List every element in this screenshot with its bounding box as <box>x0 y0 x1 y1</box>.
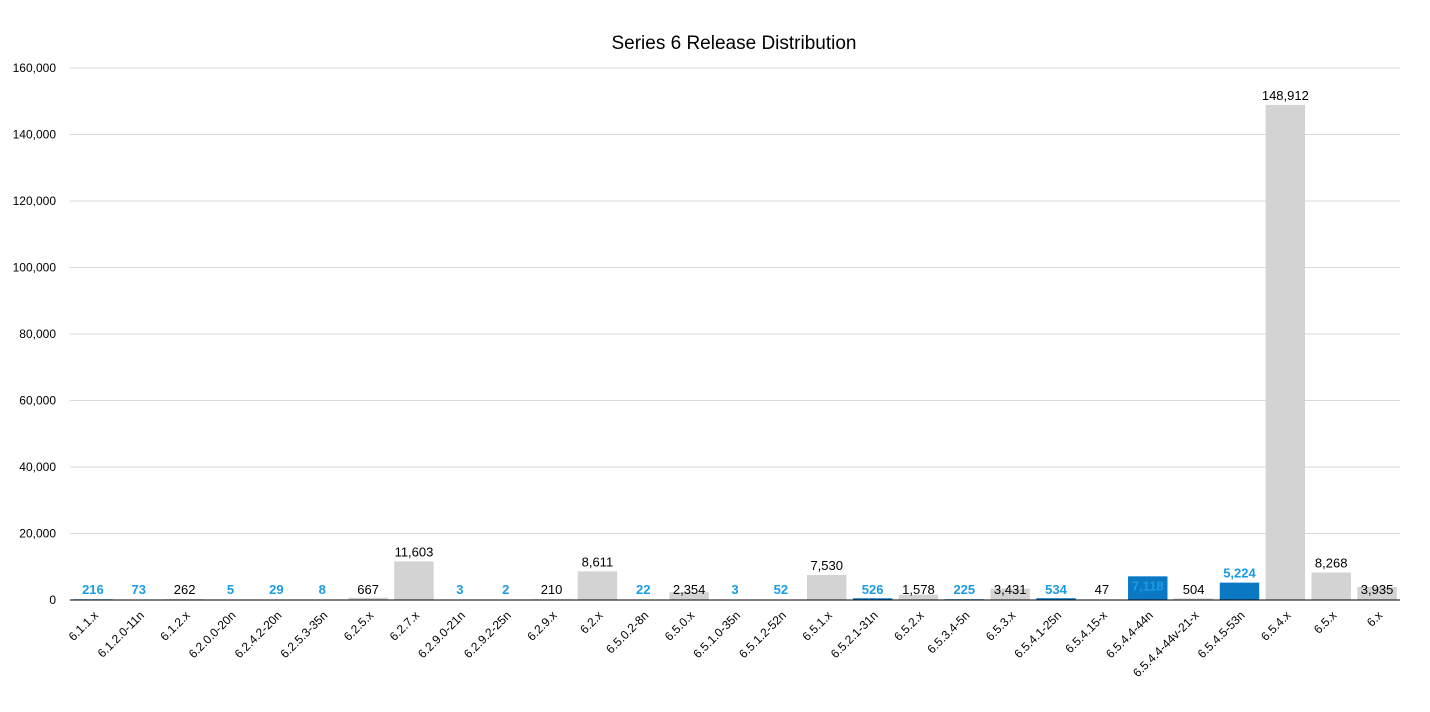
bar <box>807 574 847 600</box>
bar <box>990 588 1030 600</box>
x-tick-label: 6.5.2.x <box>891 608 926 643</box>
x-tick-label: 6.1.2.0-11n <box>95 608 147 660</box>
data-label: 8 <box>319 582 326 597</box>
bar <box>1173 598 1214 600</box>
gridlines <box>70 67 1400 534</box>
bar <box>852 598 893 600</box>
bar <box>898 594 939 600</box>
x-tick-label: 6.5.0.x <box>662 608 697 643</box>
bars <box>73 104 1397 600</box>
data-label: 7,530 <box>810 558 843 573</box>
x-tick-label: 6.2.9.0-21n <box>415 608 468 661</box>
y-axis-ticks: 0 20,000 40,000 60,000 80,000 100,000 120,000 1… <box>13 61 57 607</box>
bar <box>394 561 434 600</box>
data-label: 3,935 <box>1361 582 1394 597</box>
y-tick-label: 20,000 <box>19 527 56 541</box>
bar <box>1036 598 1076 600</box>
y-tick-label: 160,000 <box>13 61 57 75</box>
data-label: 8,268 <box>1315 556 1348 571</box>
data-label: 52 <box>774 582 788 597</box>
x-tick-label: 6.5.4.1-25n <box>1011 608 1064 661</box>
x-tick-label: 6.x <box>1364 608 1385 629</box>
y-tick-label: 80,000 <box>19 327 56 341</box>
data-label: 29 <box>269 582 283 597</box>
chart-title: Series 6 Release Distribution <box>611 33 856 54</box>
data-label: 225 <box>953 582 975 597</box>
x-tick-label: 6.2.7.x <box>387 608 422 643</box>
data-label: 8,611 <box>582 554 614 569</box>
data-label: 3 <box>731 582 738 597</box>
bar <box>1128 576 1168 600</box>
x-tick-label: 6.5.1.2-52n <box>736 608 789 661</box>
data-label: 47 <box>1095 582 1109 597</box>
x-tick-label: 6.5.4.5-53n <box>1195 608 1248 661</box>
x-tick-label: 6.5.3.4-5n <box>924 608 972 656</box>
data-label: 262 <box>174 582 196 597</box>
bar <box>669 592 709 600</box>
data-label: 210 <box>541 582 563 597</box>
x-tick-label: 6.2.9.2-25n <box>461 608 514 661</box>
x-tick-label: 6.5.2.1-31n <box>828 608 881 661</box>
x-axis-ticks: 6.1.1.x6.1.2.0-11n 6.1.2.x6.2.0.0-20n6.2.… <box>66 608 1386 680</box>
y-tick-label: 60,000 <box>19 394 56 408</box>
data-label: 5,224 <box>1223 566 1256 581</box>
data-label: 3 <box>456 582 463 597</box>
data-label: 7,118 <box>1132 578 1164 593</box>
bar <box>1357 586 1397 600</box>
data-label: 148,912 <box>1262 88 1309 103</box>
data-label: 526 <box>862 582 884 597</box>
x-tick-label: 6.2.9.x <box>524 608 559 643</box>
bar <box>1219 582 1260 600</box>
x-tick-label: 6.5.3.x <box>983 608 1018 643</box>
x-tick-label: 6.1.2.x <box>157 608 192 643</box>
x-tick-label: 6.5.x <box>1311 608 1339 636</box>
y-tick-label: 120,000 <box>13 194 57 208</box>
data-label: 22 <box>636 582 650 597</box>
data-label: 216 <box>82 582 104 597</box>
data-label: 2 <box>502 582 509 597</box>
data-label: 667 <box>357 582 379 597</box>
x-tick-label: 6.2.5.3-35n <box>278 608 331 661</box>
y-tick-label: 140,000 <box>13 128 57 142</box>
bar <box>1265 104 1306 600</box>
x-tick-label: 6.2.4.2-20n <box>232 608 285 661</box>
data-label: 3,431 <box>994 582 1027 597</box>
x-tick-label: 6.5.4.15-x <box>1062 608 1110 656</box>
data-label: 11,603 <box>395 544 434 559</box>
data-label: 2,354 <box>673 582 706 597</box>
x-tick-label: 6.5.0.2-8n <box>603 608 651 656</box>
x-tick-label: 6.2.0.0-20n <box>186 608 239 661</box>
x-tick-label: 6.5.4.x <box>1258 608 1293 643</box>
x-tick-label: 6.5.1.x <box>799 608 834 643</box>
x-tick-label: 6.5.1.0-35n <box>690 608 743 661</box>
x-tick-label: 6.1.1.x <box>66 608 101 643</box>
x-tick-label: 6.2.5.x <box>341 608 376 643</box>
data-labels: 216 73 262 5 29 8 667 11,603 3 2 210 8,611 22 2,354 3 5… <box>82 88 1393 597</box>
bar <box>1311 572 1351 600</box>
y-tick-label: 0 <box>49 593 56 607</box>
data-label: 1,578 <box>902 582 935 597</box>
data-label: 534 <box>1045 582 1067 597</box>
y-tick-label: 40,000 <box>19 460 56 474</box>
y-tick-label: 100,000 <box>13 261 57 275</box>
bar <box>577 571 618 600</box>
x-tick-label: 6.2.x <box>577 608 605 636</box>
data-label: 504 <box>1183 582 1205 597</box>
data-label: 5 <box>227 582 234 597</box>
bar <box>348 597 388 600</box>
data-label: 73 <box>132 582 146 597</box>
